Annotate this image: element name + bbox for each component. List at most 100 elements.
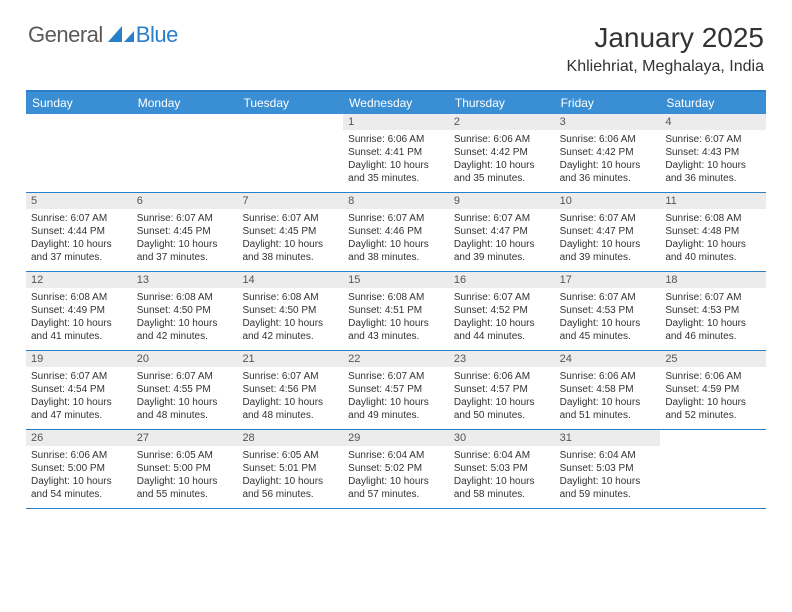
sunset-line: Sunset: 4:42 PM <box>560 146 656 159</box>
sunset-line: Sunset: 4:57 PM <box>454 383 550 396</box>
daylight-line: Daylight: 10 hours and 35 minutes. <box>348 159 444 185</box>
day-number: 31 <box>555 430 661 446</box>
day-header: Tuesday <box>237 92 343 114</box>
day-info: Sunrise: 6:06 AMSunset: 4:58 PMDaylight:… <box>555 367 661 426</box>
day-info: Sunrise: 6:04 AMSunset: 5:02 PMDaylight:… <box>343 446 449 505</box>
title-block: January 2025 Khliehriat, Meghalaya, Indi… <box>567 22 764 76</box>
daylight-line: Daylight: 10 hours and 39 minutes. <box>454 238 550 264</box>
day-info: Sunrise: 6:07 AMSunset: 4:54 PMDaylight:… <box>26 367 132 426</box>
sunset-line: Sunset: 4:56 PM <box>242 383 338 396</box>
day-number: 27 <box>132 430 238 446</box>
sunrise-line: Sunrise: 6:07 AM <box>137 370 233 383</box>
sunrise-line: Sunrise: 6:08 AM <box>31 291 127 304</box>
day-info: Sunrise: 6:07 AMSunset: 4:55 PMDaylight:… <box>132 367 238 426</box>
sunset-line: Sunset: 4:49 PM <box>31 304 127 317</box>
calendar-cell: 13Sunrise: 6:08 AMSunset: 4:50 PMDayligh… <box>132 272 238 350</box>
daylight-line: Daylight: 10 hours and 49 minutes. <box>348 396 444 422</box>
sunset-line: Sunset: 4:53 PM <box>560 304 656 317</box>
daylight-line: Daylight: 10 hours and 54 minutes. <box>31 475 127 501</box>
calendar-week: 12Sunrise: 6:08 AMSunset: 4:49 PMDayligh… <box>26 272 766 351</box>
day-info: Sunrise: 6:07 AMSunset: 4:45 PMDaylight:… <box>132 209 238 268</box>
day-info: Sunrise: 6:06 AMSunset: 4:57 PMDaylight:… <box>449 367 555 426</box>
sunrise-line: Sunrise: 6:07 AM <box>560 291 656 304</box>
day-number: 1 <box>343 114 449 130</box>
daylight-line: Daylight: 10 hours and 51 minutes. <box>560 396 656 422</box>
sunset-line: Sunset: 5:00 PM <box>137 462 233 475</box>
sunset-line: Sunset: 5:02 PM <box>348 462 444 475</box>
sunrise-line: Sunrise: 6:07 AM <box>348 212 444 225</box>
daylight-line: Daylight: 10 hours and 42 minutes. <box>137 317 233 343</box>
day-header-row: Sunday Monday Tuesday Wednesday Thursday… <box>26 92 766 114</box>
sunset-line: Sunset: 4:54 PM <box>31 383 127 396</box>
sunset-line: Sunset: 5:03 PM <box>454 462 550 475</box>
day-info: Sunrise: 6:07 AMSunset: 4:53 PMDaylight:… <box>660 288 766 347</box>
calendar-cell: 22Sunrise: 6:07 AMSunset: 4:57 PMDayligh… <box>343 351 449 429</box>
calendar-cell: 9Sunrise: 6:07 AMSunset: 4:47 PMDaylight… <box>449 193 555 271</box>
calendar-cell <box>26 114 132 192</box>
day-info: Sunrise: 6:05 AMSunset: 5:00 PMDaylight:… <box>132 446 238 505</box>
sunrise-line: Sunrise: 6:04 AM <box>454 449 550 462</box>
calendar-cell: 19Sunrise: 6:07 AMSunset: 4:54 PMDayligh… <box>26 351 132 429</box>
calendar-cell: 15Sunrise: 6:08 AMSunset: 4:51 PMDayligh… <box>343 272 449 350</box>
sunset-line: Sunset: 4:45 PM <box>137 225 233 238</box>
sunrise-line: Sunrise: 6:06 AM <box>665 370 761 383</box>
sunrise-line: Sunrise: 6:07 AM <box>665 291 761 304</box>
day-number: 23 <box>449 351 555 367</box>
calendar-cell <box>660 430 766 508</box>
day-number: 15 <box>343 272 449 288</box>
calendar-cell: 7Sunrise: 6:07 AMSunset: 4:45 PMDaylight… <box>237 193 343 271</box>
sunset-line: Sunset: 4:59 PM <box>665 383 761 396</box>
day-number: 19 <box>26 351 132 367</box>
calendar-week: 1Sunrise: 6:06 AMSunset: 4:41 PMDaylight… <box>26 114 766 193</box>
day-info: Sunrise: 6:06 AMSunset: 4:42 PMDaylight:… <box>449 130 555 189</box>
calendar-cell: 11Sunrise: 6:08 AMSunset: 4:48 PMDayligh… <box>660 193 766 271</box>
sunrise-line: Sunrise: 6:04 AM <box>560 449 656 462</box>
daylight-line: Daylight: 10 hours and 48 minutes. <box>137 396 233 422</box>
sunrise-line: Sunrise: 6:06 AM <box>454 133 550 146</box>
day-number: 5 <box>26 193 132 209</box>
sunrise-line: Sunrise: 6:06 AM <box>560 133 656 146</box>
calendar-cell: 14Sunrise: 6:08 AMSunset: 4:50 PMDayligh… <box>237 272 343 350</box>
daylight-line: Daylight: 10 hours and 35 minutes. <box>454 159 550 185</box>
daylight-line: Daylight: 10 hours and 38 minutes. <box>348 238 444 264</box>
sunrise-line: Sunrise: 6:08 AM <box>348 291 444 304</box>
sunset-line: Sunset: 5:01 PM <box>242 462 338 475</box>
day-header: Monday <box>132 92 238 114</box>
sunrise-line: Sunrise: 6:06 AM <box>454 370 550 383</box>
calendar-cell: 10Sunrise: 6:07 AMSunset: 4:47 PMDayligh… <box>555 193 661 271</box>
sunset-line: Sunset: 4:42 PM <box>454 146 550 159</box>
day-info: Sunrise: 6:04 AMSunset: 5:03 PMDaylight:… <box>555 446 661 505</box>
sunset-line: Sunset: 4:41 PM <box>348 146 444 159</box>
calendar-week: 26Sunrise: 6:06 AMSunset: 5:00 PMDayligh… <box>26 430 766 509</box>
calendar-cell: 24Sunrise: 6:06 AMSunset: 4:58 PMDayligh… <box>555 351 661 429</box>
day-info: Sunrise: 6:08 AMSunset: 4:50 PMDaylight:… <box>237 288 343 347</box>
calendar-cell: 1Sunrise: 6:06 AMSunset: 4:41 PMDaylight… <box>343 114 449 192</box>
day-number: 22 <box>343 351 449 367</box>
calendar-cell: 30Sunrise: 6:04 AMSunset: 5:03 PMDayligh… <box>449 430 555 508</box>
sunset-line: Sunset: 5:00 PM <box>31 462 127 475</box>
daylight-line: Daylight: 10 hours and 45 minutes. <box>560 317 656 343</box>
sunrise-line: Sunrise: 6:07 AM <box>665 133 761 146</box>
daylight-line: Daylight: 10 hours and 55 minutes. <box>137 475 233 501</box>
daylight-line: Daylight: 10 hours and 37 minutes. <box>137 238 233 264</box>
calendar-cell: 18Sunrise: 6:07 AMSunset: 4:53 PMDayligh… <box>660 272 766 350</box>
calendar-cell: 2Sunrise: 6:06 AMSunset: 4:42 PMDaylight… <box>449 114 555 192</box>
sunrise-line: Sunrise: 6:06 AM <box>560 370 656 383</box>
brand-text-2: Blue <box>136 22 178 48</box>
day-number: 4 <box>660 114 766 130</box>
sunrise-line: Sunrise: 6:05 AM <box>137 449 233 462</box>
daylight-line: Daylight: 10 hours and 52 minutes. <box>665 396 761 422</box>
sunset-line: Sunset: 4:58 PM <box>560 383 656 396</box>
brand-logo: General Blue <box>28 22 178 48</box>
day-number: 16 <box>449 272 555 288</box>
calendar-cell: 28Sunrise: 6:05 AMSunset: 5:01 PMDayligh… <box>237 430 343 508</box>
sunrise-line: Sunrise: 6:04 AM <box>348 449 444 462</box>
calendar-cell <box>132 114 238 192</box>
sunrise-line: Sunrise: 6:07 AM <box>348 370 444 383</box>
brand-text-1: General <box>28 22 103 48</box>
day-info: Sunrise: 6:06 AMSunset: 4:42 PMDaylight:… <box>555 130 661 189</box>
daylight-line: Daylight: 10 hours and 38 minutes. <box>242 238 338 264</box>
sunrise-line: Sunrise: 6:07 AM <box>560 212 656 225</box>
sunset-line: Sunset: 4:55 PM <box>137 383 233 396</box>
day-info: Sunrise: 6:08 AMSunset: 4:49 PMDaylight:… <box>26 288 132 347</box>
